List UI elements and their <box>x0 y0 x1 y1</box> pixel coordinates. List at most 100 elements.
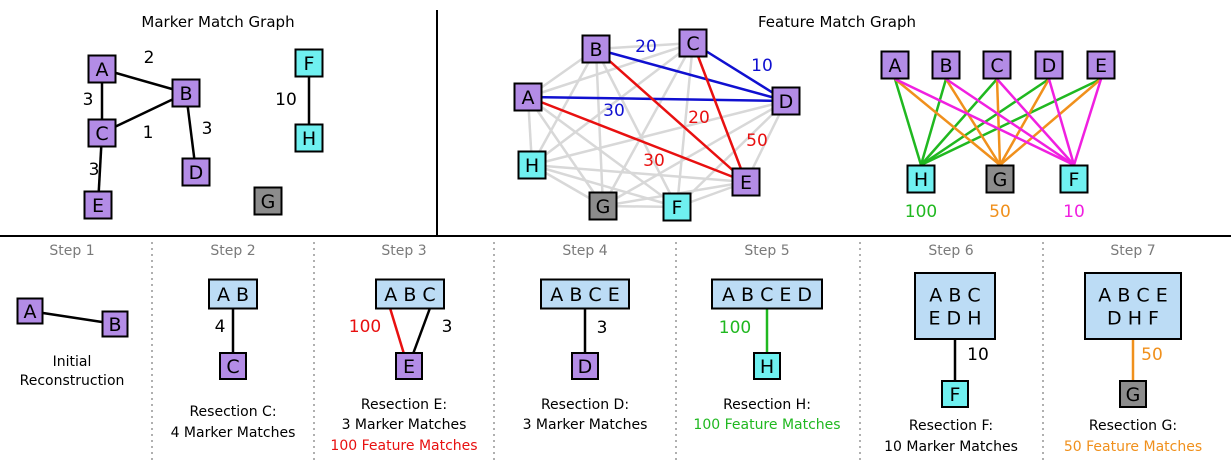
step6-caption-line-1: Resection F: <box>909 418 993 434</box>
step-title-6: Step 6 <box>928 243 973 259</box>
feature-node-H-label: H <box>525 155 539 177</box>
step5-cluster-box <box>711 278 823 310</box>
step7-cluster-box <box>1084 272 1182 340</box>
step-title-2: Step 2 <box>210 243 255 259</box>
bipartite-edge-CF <box>996 78 1075 166</box>
marker-node-H-box <box>294 123 324 153</box>
bipartite-edge-EG <box>999 78 1102 166</box>
feature-graph-title: Feature Match Graph <box>758 13 916 31</box>
marker-graph-title: Marker Match Graph <box>141 13 294 31</box>
step7-node-G-label: G <box>1126 384 1141 406</box>
step6-cluster-label-1: A B C <box>929 285 980 307</box>
feature-node-G-label: G <box>596 196 611 218</box>
feature-bg-edge-BH <box>530 48 598 166</box>
bipartite-edge-BG <box>944 78 1002 166</box>
bipartite-edge-AG <box>894 78 1001 166</box>
feature-edge-weight-CE: 50 <box>746 131 768 151</box>
feature-node-C-label: C <box>686 33 699 55</box>
marker-node-G-label: G <box>261 191 276 213</box>
feature-node-E-label: E <box>740 172 752 194</box>
feature-node-A-box <box>513 82 543 112</box>
step4-caption-line-1: Resection D: <box>541 397 629 413</box>
feature-bg-edge-CF <box>675 42 695 208</box>
bipartite-edge-EF <box>1072 78 1103 166</box>
step7-caption-line-2: 50 Feature Matches <box>1064 439 1202 455</box>
step2-caption-line-1: Resection C: <box>189 404 276 420</box>
step-title-3: Step 3 <box>381 243 426 259</box>
feature-edge-CD <box>692 41 787 103</box>
feature-node-D-label: D <box>779 91 794 113</box>
feature-bg-edge-AG <box>526 96 605 207</box>
step1-caption-line-2: Reconstruction <box>20 373 125 389</box>
step2-cluster-label-1: A B <box>217 284 249 306</box>
feature-bg-edge-BC <box>595 41 694 51</box>
marker-node-C-label: C <box>95 123 108 145</box>
feature-edge-weight-AD: 30 <box>603 101 625 121</box>
bipartite-edge-BH <box>919 78 948 166</box>
bipartite-bottom-node-F-box <box>1059 164 1089 194</box>
bipartite-edge-CH <box>920 78 998 166</box>
marker-edge-weight-CE: 3 <box>89 160 100 180</box>
bipartite-edge-DF <box>1047 78 1076 166</box>
bipartite-top-node-C-box <box>982 50 1012 80</box>
step3-caption-line-3: 100 Feature Matches <box>330 438 477 454</box>
step3-node-E-box <box>395 352 423 380</box>
marker-node-C-box <box>87 118 117 148</box>
step1-caption-line-1: Initial <box>53 354 92 370</box>
bipartite-top-node-A-box <box>880 50 910 80</box>
step4-node-D-box <box>571 352 599 380</box>
bipartite-weight-G: 50 <box>989 202 1011 222</box>
marker-edge-weight-AC: 3 <box>83 90 94 110</box>
step4-cluster-label-1: A B C E <box>550 284 619 306</box>
bipartite-bottom-node-F-label: F <box>1069 169 1080 191</box>
step6-cluster-label-2: E D H <box>928 308 981 330</box>
marker-edge-weight-CB: 1 <box>143 123 154 143</box>
step5-edge-weight: 100 <box>719 318 751 338</box>
marker-node-B-box <box>171 78 201 108</box>
feature-node-B-box <box>581 34 611 64</box>
step5-caption-line-2: 100 Feature Matches <box>693 417 840 433</box>
marker-node-A-label: A <box>96 59 109 81</box>
feature-bg-edge-EH <box>531 163 747 184</box>
marker-node-E-label: E <box>92 195 104 217</box>
bipartite-bottom-node-H-box <box>906 164 936 194</box>
step6-cluster-box <box>914 272 996 340</box>
step7-node-G-box <box>1119 380 1147 408</box>
feature-bg-edge-AC <box>527 41 694 99</box>
step1-node-B-box <box>101 310 129 338</box>
bipartite-weight-H: 100 <box>905 202 937 222</box>
marker-node-A-box <box>87 54 117 84</box>
marker-node-F-box <box>294 48 324 78</box>
step2-edge-weight: 4 <box>215 317 226 337</box>
step7-cluster-label-1: A B C E <box>1098 285 1167 307</box>
step3-edge-black <box>411 307 432 355</box>
feature-node-F-box <box>662 192 692 222</box>
marker-node-G-box <box>253 186 283 216</box>
step2-caption-line-2: 4 Marker Matches <box>171 425 296 441</box>
step3-edge-weight-red: 100 <box>349 317 381 337</box>
feature-bg-edge-DH <box>531 99 787 167</box>
step6-node-F-box <box>941 380 969 408</box>
step4-caption-line-2: 3 Marker Matches <box>523 417 648 433</box>
feature-bg-edge-AF <box>527 95 678 209</box>
feature-bg-edge-FH <box>531 163 678 209</box>
feature-bg-edge-BG <box>594 48 605 207</box>
step3-node-E-label: E <box>403 356 415 378</box>
step1-edge-AB <box>42 311 103 324</box>
bipartite-top-node-D-box <box>1034 50 1064 80</box>
bipartite-top-node-C-label: C <box>990 55 1003 77</box>
feature-edge-BE <box>595 48 747 183</box>
feature-bg-edge-DG <box>602 99 787 208</box>
step5-caption-line-1: Resection H: <box>723 397 811 413</box>
step-title-5: Step 5 <box>744 243 789 259</box>
bipartite-bottom-node-G-label: G <box>993 169 1008 191</box>
step4-node-D-label: D <box>578 356 593 378</box>
step4-edge-weight: 3 <box>597 318 608 338</box>
bipartite-edge-AH <box>893 78 923 166</box>
step3-cluster-label-1: A B C <box>384 284 435 306</box>
feature-edge-CE <box>691 42 748 183</box>
marker-edge-weight-AB: 2 <box>144 48 155 68</box>
step2-node-C-label: C <box>226 356 239 378</box>
feature-node-G-box <box>588 191 618 221</box>
